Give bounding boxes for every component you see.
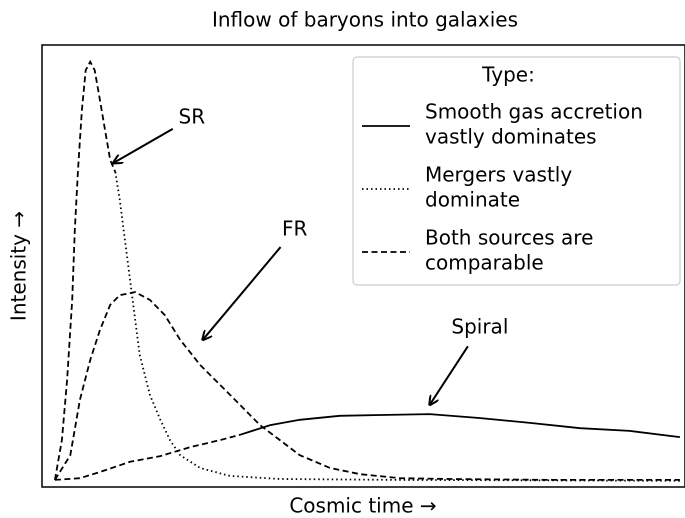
chart-title: Inflow of baryons into galaxies <box>212 8 518 32</box>
legend-label: comparable <box>425 251 544 275</box>
legend-label: dominate <box>425 188 520 212</box>
x-axis-label: Cosmic time → <box>289 494 436 518</box>
legend-box <box>352 56 681 286</box>
annotation-arrow <box>430 345 469 404</box>
series-line <box>54 291 680 481</box>
annotation-label: FR <box>282 217 308 241</box>
annotation-arrow <box>113 128 174 163</box>
y-axis-label: Intensity → <box>7 211 31 321</box>
plot-frame <box>41 44 685 488</box>
series-line <box>54 59 117 481</box>
legend-label: Mergers vastly <box>425 163 572 187</box>
series-line <box>114 171 680 482</box>
series-line <box>239 413 681 438</box>
legend-title: Type: <box>481 63 535 87</box>
legend-label: Smooth gas accretion <box>425 100 643 124</box>
series-line <box>54 433 241 481</box>
legend-label: vastly dominates <box>425 125 597 149</box>
annotation-label: SR <box>179 104 206 128</box>
annotation-label: Spiral <box>451 314 508 338</box>
legend-label: Both sources are <box>425 226 593 250</box>
annotation-arrow <box>203 246 282 340</box>
